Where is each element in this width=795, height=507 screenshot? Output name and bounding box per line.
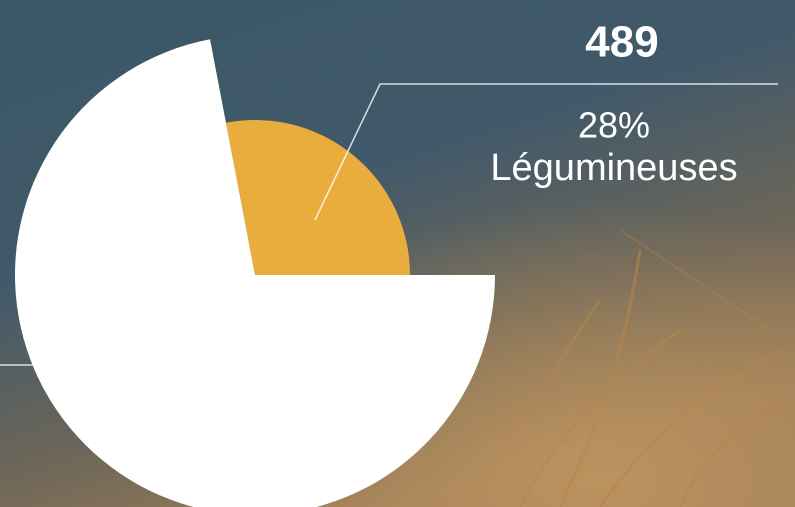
pie: [15, 39, 495, 507]
percent-label: 28%: [578, 105, 650, 146]
count-label: 489: [585, 18, 658, 67]
category-label: Légumineuses: [490, 147, 737, 189]
leader-line: [314, 83, 778, 221]
pie-slice: [225, 120, 410, 276]
wheat-decoration: [468, 229, 795, 507]
pie-slice: [15, 39, 495, 507]
